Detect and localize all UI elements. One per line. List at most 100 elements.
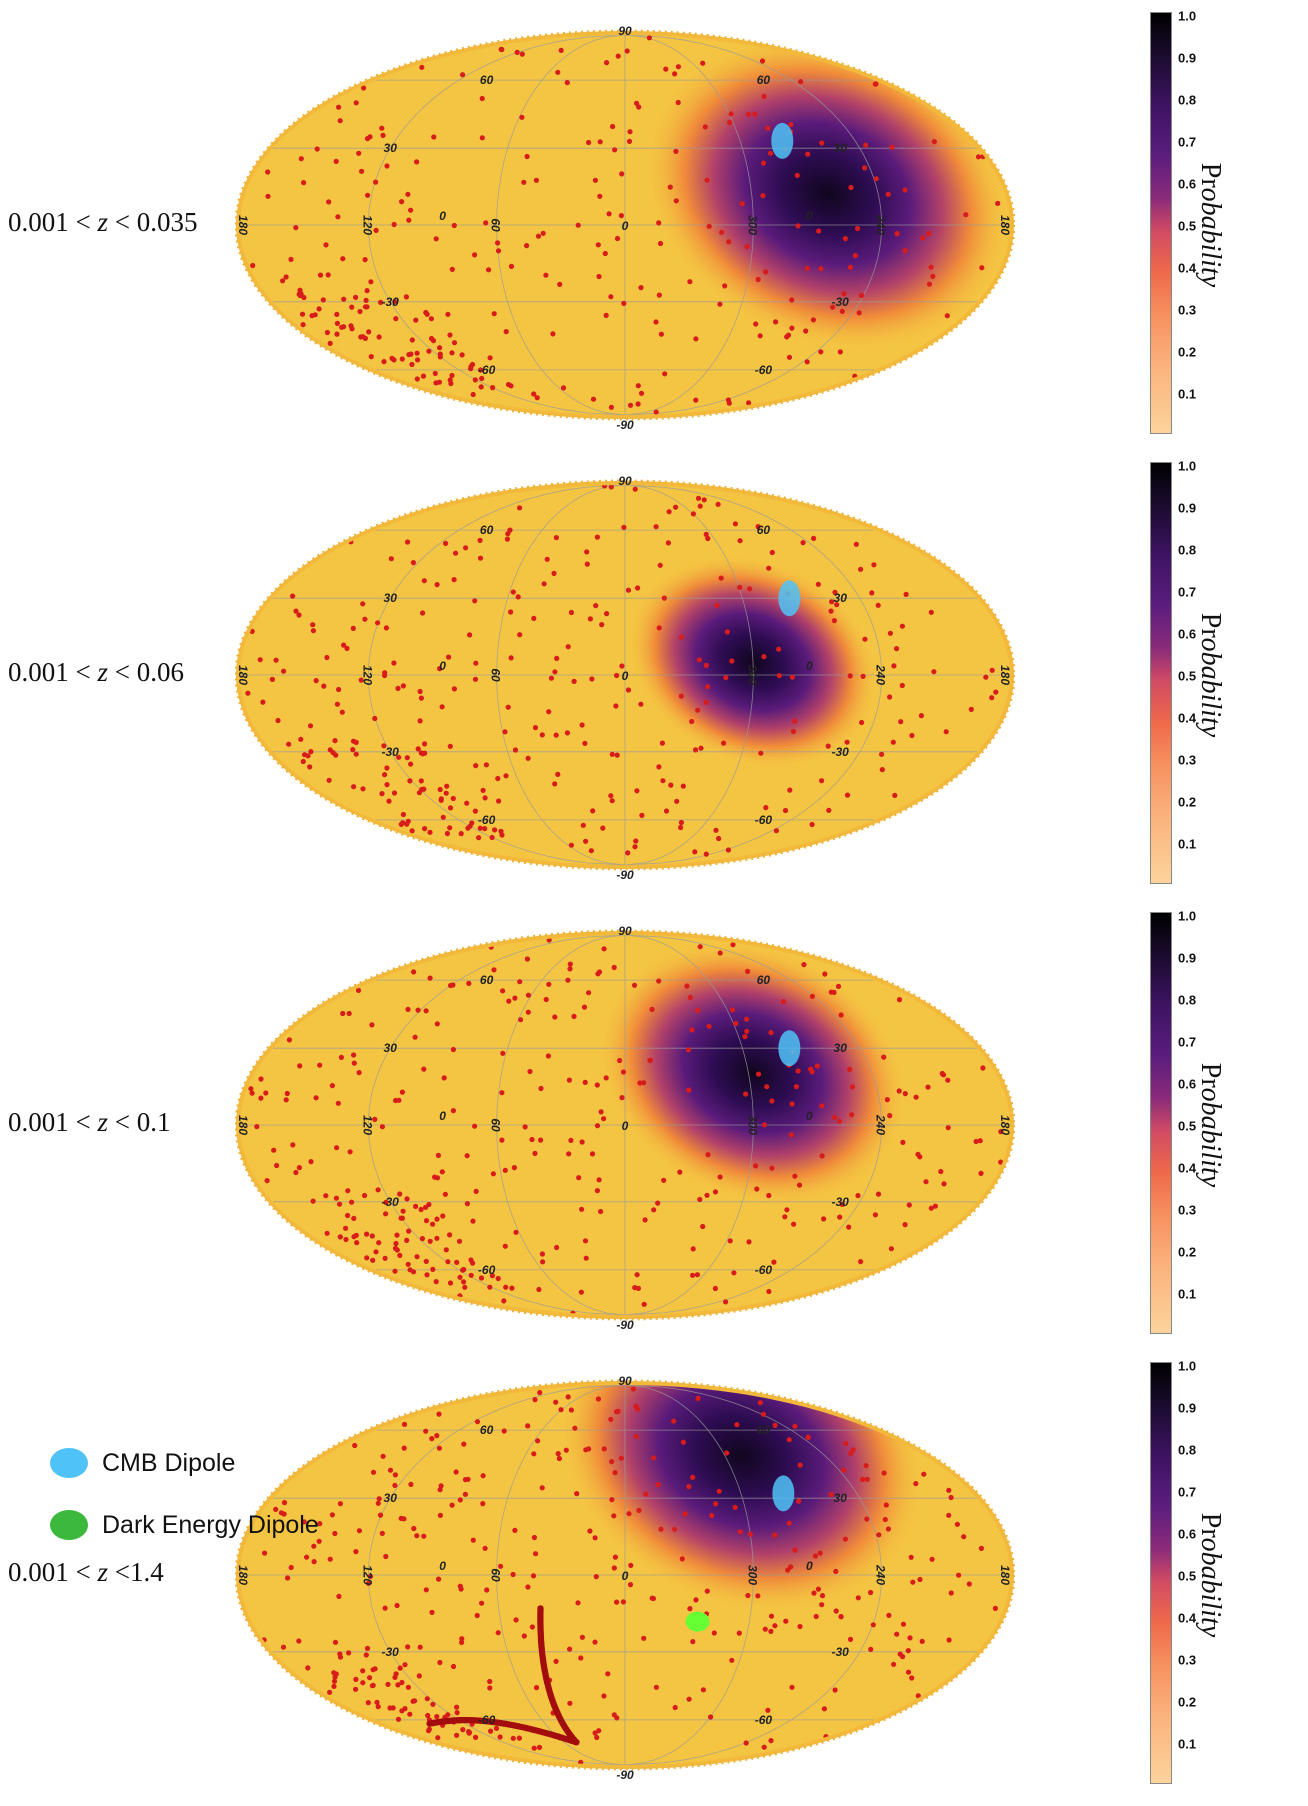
supernova-point [423,1587,429,1593]
supernova-point [508,655,514,661]
supernova-point [609,751,615,757]
colorbar-tick-label: 0.1 [1178,1286,1197,1302]
supernova-point [472,676,479,682]
supernova-point [776,646,782,652]
supernova-point [906,1202,912,1208]
latitude-tick-label: -30 [382,1645,400,1659]
supernova-point [841,1467,847,1473]
supernova-point [531,391,537,397]
supernova-point [896,997,903,1003]
supernova-point [495,775,501,782]
supernova-point [627,402,634,408]
supernova-point [482,795,488,801]
supernova-point [856,310,862,316]
supernova-point [905,1669,912,1675]
supernova-point [792,718,798,724]
supernova-point [414,1533,420,1539]
supernova-point [611,1565,617,1571]
supernova-point [596,1728,602,1734]
supernova-point [653,319,659,325]
supernova-point [284,1090,290,1097]
supernova-point [946,1512,952,1518]
supernova-point [498,46,504,52]
supernova-point [457,1274,463,1280]
supernova-point [603,1075,609,1081]
cmb-dipole-marker [772,1475,795,1512]
supernova-point [426,1201,432,1208]
supernova-point [399,199,405,205]
supernova-point [658,1526,664,1532]
supernova-point [760,193,766,199]
supernova-point [535,1438,541,1444]
colorbar-title: Probability [1195,1512,1226,1638]
supernova-point [554,655,560,661]
supernova-point [449,266,455,272]
colorbar-gradient [1150,12,1172,434]
supernova-point [791,1221,797,1227]
supernova-point [296,1165,302,1171]
colorbar-tick-label: 0.9 [1178,1400,1197,1416]
supernova-point [768,1628,774,1634]
supernova-point [543,996,549,1003]
supernova-point [434,1235,440,1241]
supernova-point [509,1285,515,1291]
supernova-point [516,1735,522,1741]
map-panel-1: 0.001 < z < 0.035 180 120 60 0 300 240 180 0 0 90 6… [0,0,1308,450]
supernova-point [350,625,356,631]
supernova-point [501,1298,507,1304]
supernova-point [300,322,306,328]
supernova-point [729,1657,735,1663]
supernova-point [379,1124,385,1130]
supernova-point [703,662,709,668]
latitude-tick-label: 60 [480,73,494,87]
colorbar-tick-label: 0.7 [1178,1484,1197,1500]
supernova-point [293,608,299,614]
supernova-point [908,1554,914,1560]
supernova-point [274,1162,280,1169]
supernova-point [862,636,868,642]
supernova-point [754,1186,760,1192]
supernova-point [357,308,363,315]
supernova-point [469,820,475,826]
supernova-point [789,674,796,680]
supernova-point [551,570,557,576]
supernova-point [830,304,836,310]
supernova-point [603,312,609,318]
supernova-point [392,1482,398,1488]
supernova-point [731,1270,737,1276]
longitude-tick-label: 180 [236,215,250,235]
supernova-point [690,1639,696,1645]
supernova-point [422,741,428,747]
supernova-point [368,354,374,360]
map-panel-2: 0.001 < z < 0.06 180 120 60 0 300 240 180 0 0 90 60… [0,450,1308,900]
supernova-point [695,495,702,501]
colorbar-tick-label: 0.5 [1178,668,1197,684]
supernova-point [518,1017,524,1023]
longitude-tick-label: 60 [489,668,503,682]
supernova-point [618,1455,624,1461]
supernova-point [615,1408,621,1414]
latitude-tick-label: 60 [757,1423,771,1437]
supernova-point [815,1586,822,1592]
supernova-point [281,1511,287,1517]
supernova-point [834,602,840,608]
supernova-point [484,1587,490,1593]
supernova-point [341,642,347,648]
supernova-point [535,233,542,239]
latitude-tick-label: -30 [382,1195,400,1209]
supernova-point [420,373,427,379]
colorbar-tick-label: 0.2 [1178,1244,1197,1260]
supernova-point [946,1637,952,1643]
supernova-point [397,1191,403,1197]
supernova-point [423,1008,429,1014]
supernova-point [353,1549,359,1555]
supernova-point [358,677,364,683]
supernova-point [470,1260,476,1266]
supernova-point [345,1212,351,1219]
supernova-point [852,253,858,259]
supernova-point [792,1423,798,1429]
supernova-point [855,225,861,232]
supernova-point [487,1685,493,1691]
supernova-point [384,782,390,788]
map-panel-3: 0.001 < z < 0.1 180 120 60 0 300 240 180 0 0 90 60 6… [0,900,1308,1350]
